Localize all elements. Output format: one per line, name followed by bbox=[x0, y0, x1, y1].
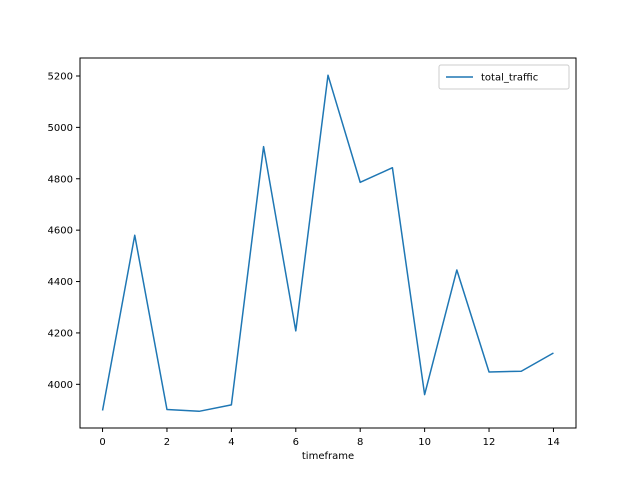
y-tick-label: 4800 bbox=[48, 174, 73, 185]
y-tick-label: 4400 bbox=[48, 277, 73, 288]
x-tick-label: 6 bbox=[293, 437, 299, 448]
x-tick-label: 10 bbox=[418, 437, 431, 448]
x-tick-label: 12 bbox=[483, 437, 496, 448]
plot-layer bbox=[101, 74, 554, 413]
x-tick-label: 4 bbox=[228, 437, 234, 448]
ticks-layer: 0 2 4 6 8 10 12 14 4000 4200 4400 4600 4800 5000 5200 bbox=[48, 71, 560, 448]
axes-frame bbox=[79, 57, 577, 429]
x-tick-label: 2 bbox=[164, 437, 170, 448]
series-line-total-traffic bbox=[101, 74, 554, 413]
legend: total_traffic bbox=[438, 64, 570, 90]
x-tick-label: 14 bbox=[547, 437, 560, 448]
legend-label-total-traffic: total_traffic bbox=[481, 73, 538, 84]
y-tick-label: 5000 bbox=[48, 123, 73, 134]
x-tick-label: 8 bbox=[357, 437, 363, 448]
x-tick-label: 0 bbox=[99, 437, 105, 448]
y-tick-label: 5200 bbox=[48, 71, 73, 82]
legend-box bbox=[438, 64, 570, 90]
y-tick-label: 4200 bbox=[48, 328, 73, 339]
y-tick-label: 4600 bbox=[48, 226, 73, 237]
x-axis-label: timeframe bbox=[302, 451, 354, 462]
y-tick-label: 4000 bbox=[48, 380, 73, 391]
